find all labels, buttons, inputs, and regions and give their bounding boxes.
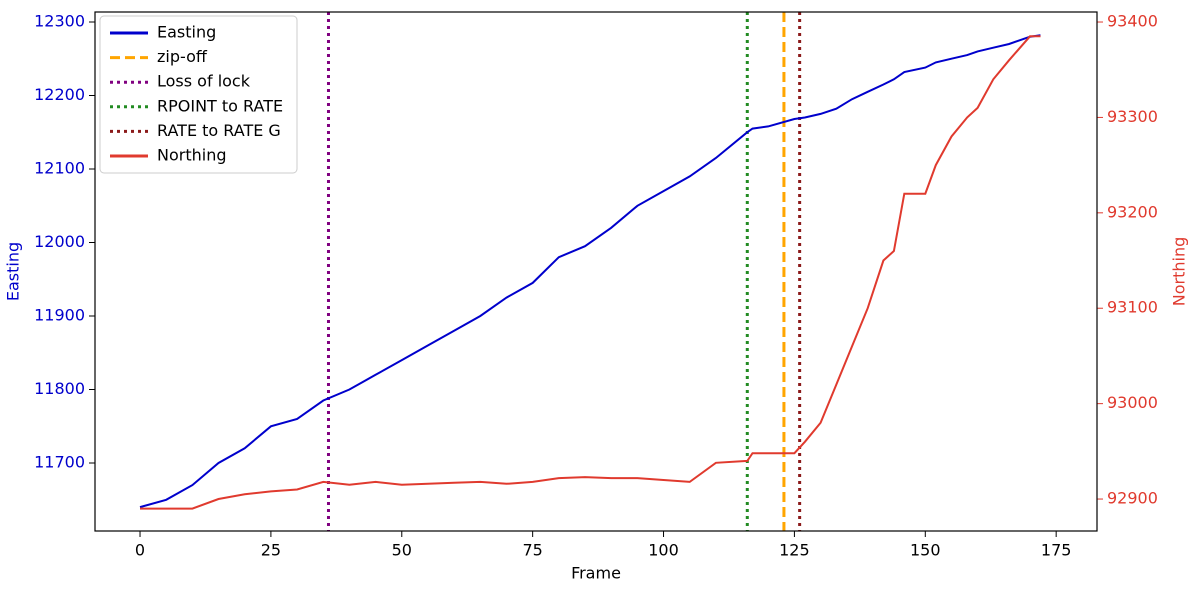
x-tick-label: 100 <box>648 541 679 560</box>
y-tick-label: 12000 <box>34 232 85 251</box>
y2-tick-label: 93000 <box>1107 393 1158 412</box>
legend-label: zip-off <box>157 47 208 66</box>
y-tick-label: 11900 <box>34 306 85 325</box>
x-axis-label: Frame <box>571 564 621 583</box>
y-tick-label: 12300 <box>34 11 85 30</box>
y-tick-label: 11800 <box>34 379 85 398</box>
data-line <box>140 35 1041 510</box>
legend-label: RATE to RATE G <box>157 121 281 140</box>
y2-tick-label: 92900 <box>1107 489 1158 508</box>
x-tick-label: 50 <box>392 541 412 560</box>
plot-frame <box>94 11 1098 532</box>
x-tick-label: 75 <box>522 541 542 560</box>
y2-tick-label: 93400 <box>1107 12 1158 31</box>
y2-axis-label: Northing <box>1170 237 1189 307</box>
x-tick-label: 0 <box>135 541 145 560</box>
y2-tick-label: 93100 <box>1107 298 1158 317</box>
y2-tick-label: 93200 <box>1107 202 1158 221</box>
y-tick-label: 12200 <box>34 85 85 104</box>
legend-label: RPOINT to RATE <box>157 96 283 115</box>
x-tick-label: 175 <box>1041 541 1072 560</box>
data-line <box>139 34 1041 509</box>
legend-label: Loss of lock <box>157 72 251 91</box>
legend-label: Northing <box>157 146 227 165</box>
x-tick-label: 25 <box>261 541 281 560</box>
y2-tick-label: 93300 <box>1107 107 1158 126</box>
y-axis-label: Easting <box>4 242 23 301</box>
legend-box <box>99 15 298 174</box>
y-tick-label: 11700 <box>34 453 85 472</box>
x-tick-label: 125 <box>779 541 810 560</box>
legend-label: Easting <box>157 23 216 42</box>
y-tick-label: 12100 <box>34 159 85 178</box>
x-tick-label: 150 <box>910 541 941 560</box>
